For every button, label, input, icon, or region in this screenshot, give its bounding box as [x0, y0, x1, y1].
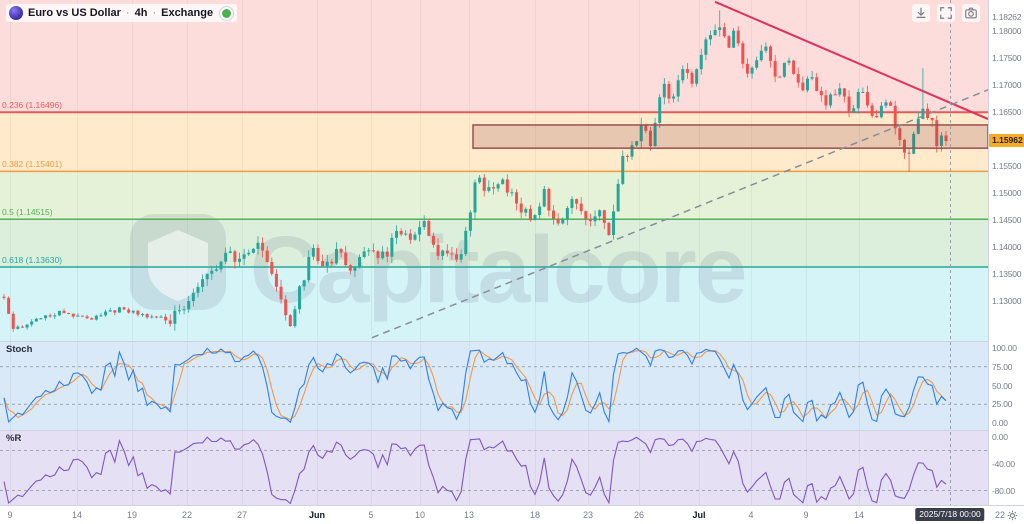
symbol-legend[interactable]: Euro vs US Dollar · 4h · Exchange	[6, 4, 238, 22]
settings-gear-icon[interactable]	[1006, 509, 1019, 524]
supply-zone[interactable]	[472, 124, 988, 149]
price-tick: 1.13500	[992, 269, 1022, 279]
percent-r-axis-tick: 0.00	[992, 432, 1008, 442]
time-axis-label: 9	[7, 510, 13, 520]
time-axis-label: 22	[181, 510, 193, 520]
time-axis-label: 14	[71, 510, 83, 520]
stoch-axis-tick: 75.00	[992, 361, 1013, 372]
percent-r-axis-tick: -40.00	[992, 458, 1015, 469]
symbol-title[interactable]: Euro vs US Dollar	[28, 7, 121, 19]
fib-bands	[0, 0, 988, 341]
percent-r-axis-tick: -80.00	[992, 485, 1015, 496]
price-tick: 1.15000	[992, 188, 1022, 198]
price-tick: 1.15500	[992, 161, 1022, 171]
price-axis[interactable]: 1.18262 1.15962 1.18000 1.17500 1.17000 1.1…	[988, 0, 1024, 505]
time-axis-label: 14	[853, 510, 865, 520]
stoch-axis-tick: 50.00	[992, 380, 1013, 391]
legend-separator: ·	[125, 7, 130, 19]
fib-level-label: 0.236 (1.16496)	[2, 100, 63, 111]
range-high-label: 1.18262	[992, 11, 1022, 22]
time-axis-label: 4	[748, 510, 754, 520]
time-axis-label: 27	[236, 510, 248, 520]
symbol-logo-icon	[9, 6, 23, 20]
fib-level-label: 0.382 (1.15401)	[2, 159, 63, 170]
chart-toolbar	[912, 4, 980, 22]
stoch-indicator-label[interactable]: Stoch	[6, 344, 33, 355]
price-tick: 1.17000	[992, 80, 1022, 90]
market-status-icon[interactable]	[222, 8, 232, 18]
support-trendline[interactable]	[371, 89, 988, 339]
fullscreen-icon[interactable]	[937, 4, 955, 22]
price-tick: 1.14000	[992, 242, 1022, 252]
price-tick: 1.17500	[992, 53, 1022, 63]
chart-canvas[interactable]: Capitalcore	[0, 0, 988, 505]
stoch-axis-tick: 100.00	[992, 343, 1017, 353]
grid-lines	[10, 0, 860, 505]
fib-level-label: 0.5 (1.14515)	[2, 207, 53, 218]
stoch-axis-tick: 25.00	[992, 399, 1013, 410]
time-axis-label: Jul	[692, 510, 706, 520]
price-tick: 1.14500	[992, 215, 1022, 225]
candlestick-series	[2, 10, 948, 332]
percent-r-pane-background	[0, 430, 988, 505]
percent-r-line	[3, 436, 947, 504]
download-icon[interactable]	[912, 4, 930, 22]
time-axis-label: Jun	[308, 510, 326, 520]
price-tick: 1.13000	[992, 296, 1022, 306]
fib-lines[interactable]	[0, 111, 988, 268]
current-time-badge: 2025/7/18 00:00	[915, 508, 985, 521]
watermark-text: Capitalcore	[250, 217, 745, 323]
stoch-k-line	[3, 347, 947, 424]
time-axis-label: 22	[994, 510, 1006, 520]
time-axis-label: 26	[633, 510, 645, 520]
interval-label[interactable]: 4h	[134, 7, 148, 19]
fib-level-label: 0.618 (1.13630)	[2, 254, 63, 265]
stoch-pane-background	[0, 341, 988, 430]
time-axis-label: 9	[803, 510, 809, 520]
last-price-badge: 1.15962	[989, 134, 1024, 148]
time-axis-label: 19	[126, 510, 138, 520]
time-axis-label: 23	[582, 510, 594, 520]
time-axis[interactable]: 2025/7/18 00:00 9 14 19 22 27 Jun 5 10 13 18 23 26 J…	[0, 505, 1024, 524]
price-tick: 1.18000	[992, 26, 1022, 36]
camera-icon[interactable]	[962, 4, 980, 22]
time-axis-label: 5	[368, 510, 374, 520]
stoch-axis-tick: 0.00	[992, 418, 1008, 428]
time-axis-label: 18	[529, 510, 541, 520]
time-axis-label: 13	[463, 510, 475, 520]
percent-r-indicator-label[interactable]: %R	[6, 433, 22, 444]
legend-separator: ·	[152, 7, 157, 19]
stoch-d-line	[3, 349, 947, 421]
resistance-trendline[interactable]	[714, 0, 988, 120]
exchange-label[interactable]: Exchange	[161, 7, 214, 19]
time-axis-label: 10	[414, 510, 426, 520]
price-tick: 1.16500	[992, 107, 1022, 117]
